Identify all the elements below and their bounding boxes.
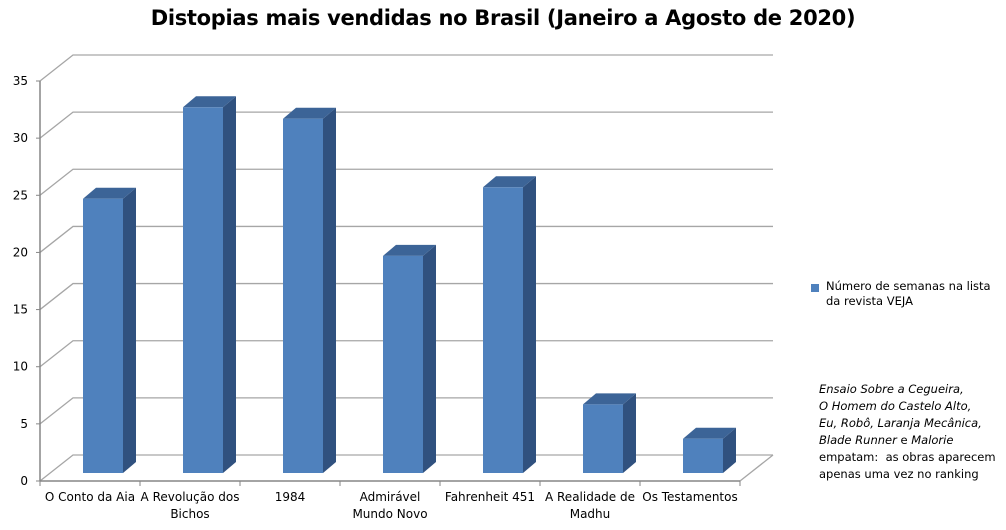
x-tick-label: A Revolução dos Bichos	[140, 490, 240, 521]
y-tick-label: 5	[20, 417, 28, 431]
gridline	[39, 282, 773, 311]
gridline	[39, 397, 773, 425]
gridline	[39, 111, 773, 139]
gridline	[39, 54, 773, 82]
bar	[683, 427, 736, 473]
legend-label-line2: da revista VEJA	[826, 294, 913, 308]
bars	[83, 96, 736, 474]
gridline	[39, 340, 773, 368]
x-tick-label: Os Testamentos	[642, 490, 738, 504]
annotation-line-6: apenas uma vez no ranking	[819, 467, 979, 481]
annotation-line-3: Eu, Robô, Laranja Mecânica,	[819, 416, 982, 430]
annotation-line-5: empatam: as obras aparecem	[819, 450, 996, 464]
y-tick-label: 35	[13, 74, 28, 88]
gridlines	[39, 54, 774, 482]
y-tick-label: 0	[20, 474, 28, 488]
annotation-title-malorie: Malorie	[911, 433, 954, 447]
x-tick-label: O Conto da Aia	[44, 490, 136, 504]
gridline	[39, 225, 773, 253]
x-tick-label: Admirável Mundo Novo	[352, 490, 428, 521]
annotation-line-1: Ensaio Sobre a Cegueira,	[819, 382, 964, 396]
bar	[583, 393, 636, 473]
legend-label-line1: Número de semanas na lista	[826, 279, 991, 293]
bar	[183, 96, 236, 474]
bar	[83, 187, 136, 473]
y-tick-label: 25	[13, 188, 28, 202]
x-tick-label: Fahrenheit 451	[444, 490, 536, 504]
annotation-conjunction: e	[896, 433, 912, 447]
y-tick-label: 10	[13, 360, 28, 374]
bar	[483, 176, 536, 474]
bar	[283, 107, 336, 473]
annotation-line-4: Blade Runner e Malorie	[819, 432, 1004, 449]
annotation-line-2: O Homem do Castelo Alto,	[819, 399, 972, 413]
tie-annotation: Ensaio Sobre a Cegueira, O Homem do Cast…	[819, 381, 1004, 483]
axes: 0 5 10 15 20 25 30 35	[13, 74, 741, 488]
legend-label: Número de semanas na lista da revista VE…	[826, 279, 1001, 309]
annotation-title-blade-runner: Blade Runner	[819, 433, 897, 447]
x-tick-label: 1984	[274, 490, 306, 504]
y-tick-label: 30	[13, 131, 28, 145]
legend-marker	[811, 284, 819, 292]
chart-title: Distopias mais vendidas no Brasil (Janei…	[150, 6, 856, 30]
bar	[383, 244, 436, 473]
y-tick-label: 20	[13, 245, 28, 259]
gridline	[39, 168, 773, 196]
x-tick-label: A Realidade de Madhu	[544, 490, 635, 521]
gridline	[39, 454, 773, 482]
y-tick-label: 15	[13, 303, 28, 317]
